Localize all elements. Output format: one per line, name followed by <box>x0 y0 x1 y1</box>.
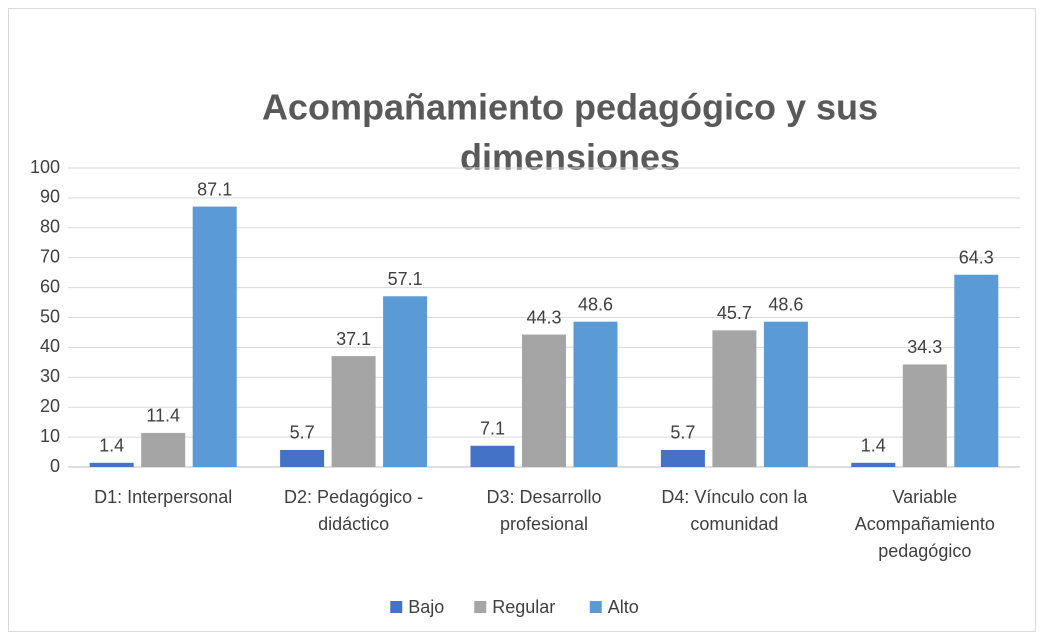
x-tick-label: D3: Desarrollo <box>486 487 601 507</box>
y-tick-label: 60 <box>40 276 60 296</box>
data-label: 11.4 <box>146 406 180 426</box>
data-label: 7.1 <box>480 419 505 439</box>
y-tick-label: 100 <box>30 157 60 177</box>
y-tick-label: 10 <box>40 426 60 446</box>
chart-border <box>8 8 1036 632</box>
y-tick-label: 20 <box>40 396 60 416</box>
legend-swatch <box>474 601 487 613</box>
y-tick-label: 0 <box>50 456 60 476</box>
legend-swatch <box>390 601 403 613</box>
x-tick-label: D2: Pedagógico - <box>284 487 423 507</box>
data-label: 1.4 <box>861 436 886 456</box>
bar <box>470 445 515 467</box>
bar <box>851 462 896 467</box>
x-tick-label: D4: Vínculo con la <box>661 487 808 507</box>
x-tick-label: pedagógico <box>878 541 971 561</box>
bar <box>660 449 705 467</box>
chart-title: Acompañamiento pedagógico y sus <box>262 87 878 128</box>
data-label: 1.4 <box>99 436 124 456</box>
bar <box>331 356 376 467</box>
data-label: 37.1 <box>336 329 371 349</box>
y-tick-label: 40 <box>40 336 60 356</box>
bar <box>573 321 618 467</box>
y-tick-label: 90 <box>40 187 60 207</box>
data-label: 44.3 <box>526 307 561 327</box>
y-tick-label: 80 <box>40 217 60 237</box>
bar <box>383 296 428 467</box>
bar <box>763 321 808 467</box>
bar <box>954 274 999 467</box>
bar <box>522 334 566 467</box>
x-tick-label: comunidad <box>690 514 778 534</box>
data-label: 5.7 <box>670 423 695 443</box>
legend-swatch <box>589 601 602 613</box>
x-tick-label: Variable <box>892 487 957 507</box>
x-tick-label: didáctico <box>318 514 389 534</box>
legend-label: Bajo <box>408 597 444 617</box>
x-tick-label: D1: Interpersonal <box>94 487 232 507</box>
data-label: 64.3 <box>959 247 994 267</box>
y-tick-label: 50 <box>40 306 60 326</box>
y-tick-label: 30 <box>40 366 60 386</box>
bar <box>192 206 237 468</box>
data-label: 48.6 <box>578 294 613 314</box>
chart-title: dimensiones <box>460 137 680 178</box>
x-tick-label: profesional <box>500 514 588 534</box>
data-label: 48.6 <box>768 294 803 314</box>
x-tick-label: Acompañamiento <box>855 514 995 534</box>
legend-label: Alto <box>608 597 639 617</box>
bar <box>141 432 186 467</box>
bar <box>712 330 757 467</box>
data-label: 87.1 <box>197 179 232 199</box>
data-label: 34.3 <box>907 337 942 357</box>
legend-label: Regular <box>492 597 555 617</box>
data-label: 5.7 <box>290 423 315 443</box>
bar <box>89 462 134 467</box>
bar <box>280 449 325 467</box>
y-tick-label: 70 <box>40 246 60 266</box>
bar <box>902 364 947 467</box>
data-label: 45.7 <box>717 303 752 323</box>
data-label: 57.1 <box>388 269 423 289</box>
